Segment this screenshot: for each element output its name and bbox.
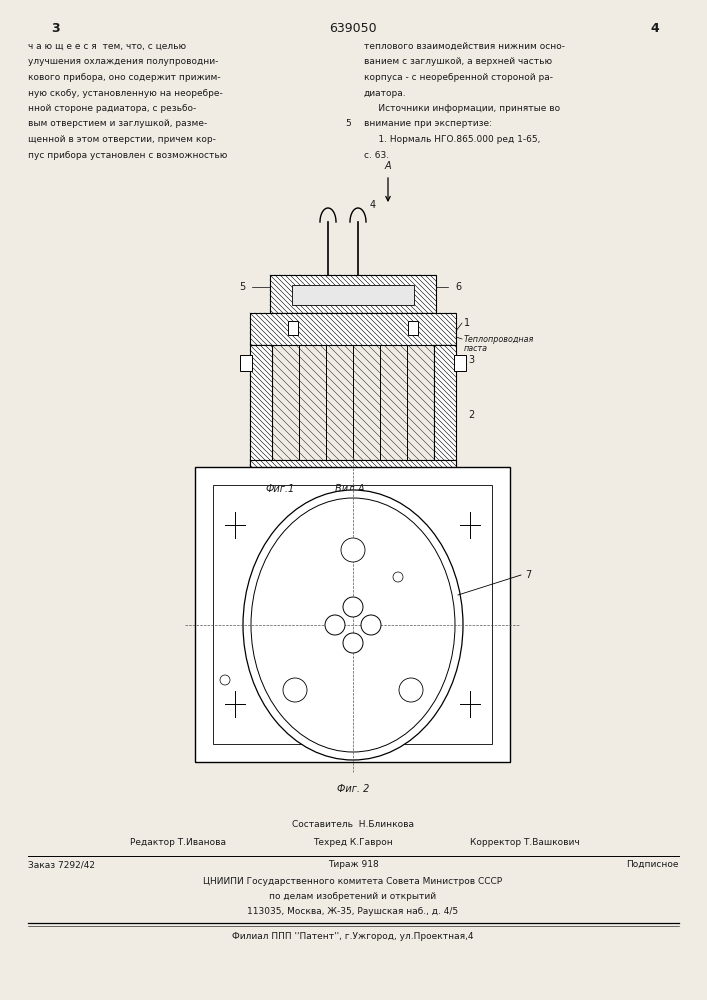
Text: 3: 3 xyxy=(51,22,59,35)
Bar xyxy=(288,321,298,335)
Text: теплового взаимодействия нижним осно-: теплового взаимодействия нижним осно- xyxy=(364,42,565,51)
Text: кового прибора, оно содержит прижим-: кового прибора, оно содержит прижим- xyxy=(28,73,221,82)
Text: Источники информации, принятые во: Источники информации, принятые во xyxy=(364,104,560,113)
Bar xyxy=(270,275,436,313)
Text: пус прибора установлен с возможностью: пус прибора установлен с возможностью xyxy=(28,150,228,159)
Text: Вид А: Вид А xyxy=(335,484,365,494)
Text: ную скобу, установленную на неоребре-: ную скобу, установленную на неоребре- xyxy=(28,89,223,98)
Text: 5: 5 xyxy=(345,119,351,128)
Bar xyxy=(240,355,252,371)
Text: 4: 4 xyxy=(650,22,660,35)
Text: Подписное: Подписное xyxy=(626,860,679,869)
Circle shape xyxy=(283,678,307,702)
Bar xyxy=(250,345,272,472)
Text: ванием с заглушкой, а верхней частью: ванием с заглушкой, а верхней частью xyxy=(364,57,552,66)
Text: вым отверстием и заглушкой, разме-: вым отверстием и заглушкой, разме- xyxy=(28,119,207,128)
Bar xyxy=(434,345,456,472)
Text: 7: 7 xyxy=(525,570,531,580)
Text: 4: 4 xyxy=(370,200,376,210)
Text: Филиал ППП ''Патент'', г.Ужгород, ул.Проектная,4: Филиал ППП ''Патент'', г.Ужгород, ул.Про… xyxy=(233,932,474,941)
Text: Фиг.1: Фиг.1 xyxy=(265,484,295,494)
Text: с. 63.: с. 63. xyxy=(364,150,389,159)
Bar xyxy=(250,313,456,345)
Text: корпуса - с неоребренной стороной ра-: корпуса - с неоребренной стороной ра- xyxy=(364,73,553,82)
Text: улучшения охлаждения полупроводни-: улучшения охлаждения полупроводни- xyxy=(28,57,218,66)
Text: 639050: 639050 xyxy=(329,22,377,35)
Text: диатора.: диатора. xyxy=(364,89,407,98)
Text: паста: паста xyxy=(464,344,488,353)
Circle shape xyxy=(361,615,381,635)
Text: Корректор Т.Вашкович: Корректор Т.Вашкович xyxy=(470,838,580,847)
Text: 2: 2 xyxy=(468,410,474,420)
Bar xyxy=(195,467,510,762)
Circle shape xyxy=(341,538,365,562)
Text: Тираж 918: Тираж 918 xyxy=(327,860,378,869)
Bar xyxy=(408,321,418,335)
Text: А: А xyxy=(385,161,391,171)
Circle shape xyxy=(343,633,363,653)
Circle shape xyxy=(325,615,345,635)
Text: 3: 3 xyxy=(468,355,474,365)
Text: Фиг. 2: Фиг. 2 xyxy=(337,784,369,794)
Text: ч а ю щ е е с я  тем, что, с целью: ч а ю щ е е с я тем, что, с целью xyxy=(28,42,186,51)
Text: ЦНИИПИ Государственного комитета Совета Министров СССР: ЦНИИПИ Государственного комитета Совета … xyxy=(204,877,503,886)
Text: 1: 1 xyxy=(464,318,470,328)
Bar xyxy=(213,485,492,744)
Circle shape xyxy=(343,597,363,617)
Text: нной стороне радиатора, с резьбо-: нной стороне радиатора, с резьбо- xyxy=(28,104,197,113)
Text: 113035, Москва, Ж-35, Раушская наб., д. 4/5: 113035, Москва, Ж-35, Раушская наб., д. … xyxy=(247,907,459,916)
Circle shape xyxy=(399,678,423,702)
Text: Теплопроводная: Теплопроводная xyxy=(464,335,534,344)
Text: Редактор Т.Иванова: Редактор Т.Иванова xyxy=(130,838,226,847)
Text: Составитель  Н.Блинкова: Составитель Н.Блинкова xyxy=(292,820,414,829)
Ellipse shape xyxy=(243,490,463,760)
Text: щенной в этом отверстии, причем кор-: щенной в этом отверстии, причем кор- xyxy=(28,135,216,144)
Circle shape xyxy=(220,675,230,685)
Bar xyxy=(292,285,414,305)
Bar xyxy=(454,355,466,371)
Text: Техред К.Гаврон: Техред К.Гаврон xyxy=(313,838,393,847)
Text: Заказ 7292/42: Заказ 7292/42 xyxy=(28,860,95,869)
Text: 1. Нормаль НГО.865.000 ред 1-65,: 1. Нормаль НГО.865.000 ред 1-65, xyxy=(364,135,540,144)
Text: 5: 5 xyxy=(239,282,245,292)
Text: внимание при экспертизе:: внимание при экспертизе: xyxy=(364,119,492,128)
Circle shape xyxy=(393,572,403,582)
Ellipse shape xyxy=(251,498,455,752)
Text: по делам изобретений и открытий: по делам изобретений и открытий xyxy=(269,892,436,901)
Bar xyxy=(250,460,456,472)
Text: 6: 6 xyxy=(455,282,461,292)
